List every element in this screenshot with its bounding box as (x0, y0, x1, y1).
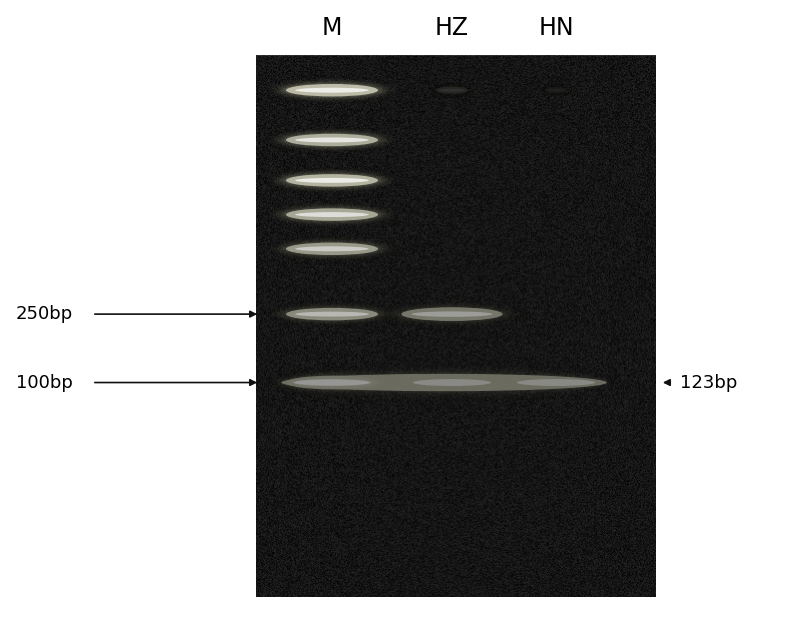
Ellipse shape (286, 308, 378, 320)
Ellipse shape (293, 379, 371, 386)
Ellipse shape (392, 304, 512, 324)
Ellipse shape (286, 208, 378, 221)
Ellipse shape (547, 89, 565, 91)
Ellipse shape (439, 89, 465, 91)
Ellipse shape (286, 243, 378, 255)
Ellipse shape (286, 84, 378, 96)
Ellipse shape (282, 374, 606, 391)
Ellipse shape (295, 380, 369, 385)
Ellipse shape (436, 86, 468, 94)
Ellipse shape (286, 174, 378, 187)
Text: M: M (322, 16, 342, 40)
Ellipse shape (278, 373, 386, 392)
Ellipse shape (286, 208, 378, 221)
Ellipse shape (278, 240, 386, 258)
Ellipse shape (275, 170, 389, 190)
Ellipse shape (281, 132, 383, 148)
Ellipse shape (283, 132, 381, 147)
Ellipse shape (283, 374, 381, 391)
Ellipse shape (275, 205, 389, 225)
Ellipse shape (281, 306, 383, 322)
Ellipse shape (402, 307, 502, 321)
Ellipse shape (272, 304, 392, 325)
Ellipse shape (295, 246, 369, 251)
Ellipse shape (270, 169, 394, 192)
Ellipse shape (283, 241, 381, 256)
Ellipse shape (278, 171, 386, 189)
Ellipse shape (272, 203, 392, 225)
Ellipse shape (286, 308, 378, 320)
Ellipse shape (275, 130, 389, 150)
Ellipse shape (278, 305, 386, 323)
Ellipse shape (286, 376, 378, 389)
Ellipse shape (283, 307, 381, 322)
Ellipse shape (270, 78, 394, 102)
Ellipse shape (295, 178, 369, 183)
Ellipse shape (283, 83, 381, 98)
Ellipse shape (395, 305, 509, 323)
Ellipse shape (295, 137, 369, 142)
Ellipse shape (281, 82, 383, 98)
Ellipse shape (390, 303, 514, 325)
Ellipse shape (295, 212, 369, 217)
Ellipse shape (517, 379, 595, 386)
Ellipse shape (281, 207, 383, 223)
Ellipse shape (286, 84, 378, 96)
Ellipse shape (295, 88, 369, 93)
Ellipse shape (270, 128, 394, 152)
Ellipse shape (272, 129, 392, 151)
Ellipse shape (278, 131, 386, 149)
Ellipse shape (286, 174, 378, 187)
Ellipse shape (281, 172, 383, 188)
Ellipse shape (275, 304, 389, 324)
Ellipse shape (278, 81, 386, 100)
Ellipse shape (398, 306, 506, 322)
Ellipse shape (275, 239, 389, 259)
Ellipse shape (413, 379, 491, 386)
Ellipse shape (272, 238, 392, 260)
Text: 123bp: 123bp (680, 374, 738, 391)
Bar (256, 56, 656, 597)
Ellipse shape (275, 80, 389, 100)
Ellipse shape (281, 374, 383, 391)
Ellipse shape (411, 312, 493, 317)
Ellipse shape (281, 241, 383, 257)
Text: 250bp: 250bp (16, 305, 74, 323)
Ellipse shape (295, 312, 369, 317)
Text: HN: HN (538, 16, 574, 40)
Ellipse shape (286, 243, 378, 255)
Ellipse shape (272, 80, 392, 101)
Ellipse shape (283, 207, 381, 222)
Text: 100bp: 100bp (16, 374, 73, 391)
Ellipse shape (281, 372, 607, 393)
Ellipse shape (286, 376, 378, 389)
Text: HZ: HZ (435, 16, 469, 40)
Ellipse shape (286, 134, 378, 146)
Ellipse shape (278, 205, 386, 223)
Ellipse shape (402, 307, 502, 321)
Ellipse shape (286, 134, 378, 146)
Ellipse shape (545, 87, 567, 93)
Ellipse shape (283, 173, 381, 188)
Ellipse shape (272, 169, 392, 192)
Ellipse shape (282, 374, 606, 391)
